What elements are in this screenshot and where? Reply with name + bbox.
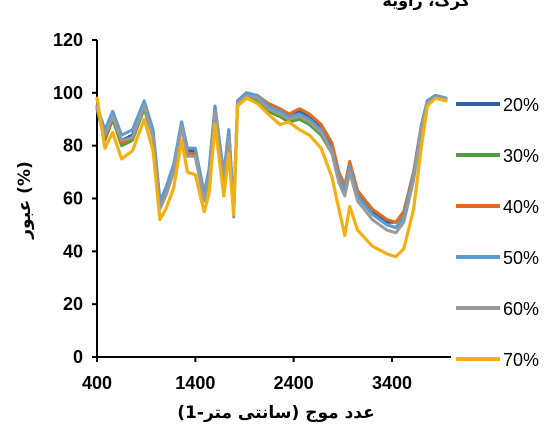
x-tick-label: 3400 <box>372 373 412 393</box>
legend-item: 20% <box>456 95 539 115</box>
legend-label: 50% <box>503 248 539 268</box>
legend-item: 50% <box>456 248 539 268</box>
x-axis-title: عدد موج (سانتی متر-1) <box>177 403 374 423</box>
legend-label: 30% <box>503 146 539 166</box>
y-tick-label: 20 <box>63 294 83 314</box>
y-tick-label: 60 <box>63 189 83 209</box>
x-tick-label: 400 <box>82 373 112 393</box>
x-tick-label: 2400 <box>274 373 314 393</box>
axes: 0 20 40 60 80 100 120 400 1400 2400 3400 <box>53 30 451 393</box>
series-line-70pct <box>95 96 448 259</box>
legend-item: 40% <box>456 197 539 217</box>
legend: 20% 30% 40% 50% 60% 70% <box>456 95 539 370</box>
legend-label: 60% <box>503 299 539 319</box>
y-tick-label: 0 <box>73 347 83 367</box>
legend-label: 40% <box>503 197 539 217</box>
y-tick-label: 40 <box>63 241 83 261</box>
y-tick-label: 100 <box>53 83 83 103</box>
y-tick-label: 80 <box>63 136 83 156</box>
x-tick-label: 1400 <box>175 373 215 393</box>
legend-item: 70% <box>456 350 539 370</box>
series-layer <box>95 91 448 259</box>
header-text: کرک، زاویه <box>382 0 470 10</box>
legend-label: 20% <box>503 95 539 115</box>
y-tick-label: 120 <box>53 30 83 50</box>
legend-label: 70% <box>503 350 539 370</box>
legend-item: 60% <box>456 299 539 319</box>
y-axis-title: عبور (%) <box>15 161 35 240</box>
legend-item: 30% <box>456 146 539 166</box>
